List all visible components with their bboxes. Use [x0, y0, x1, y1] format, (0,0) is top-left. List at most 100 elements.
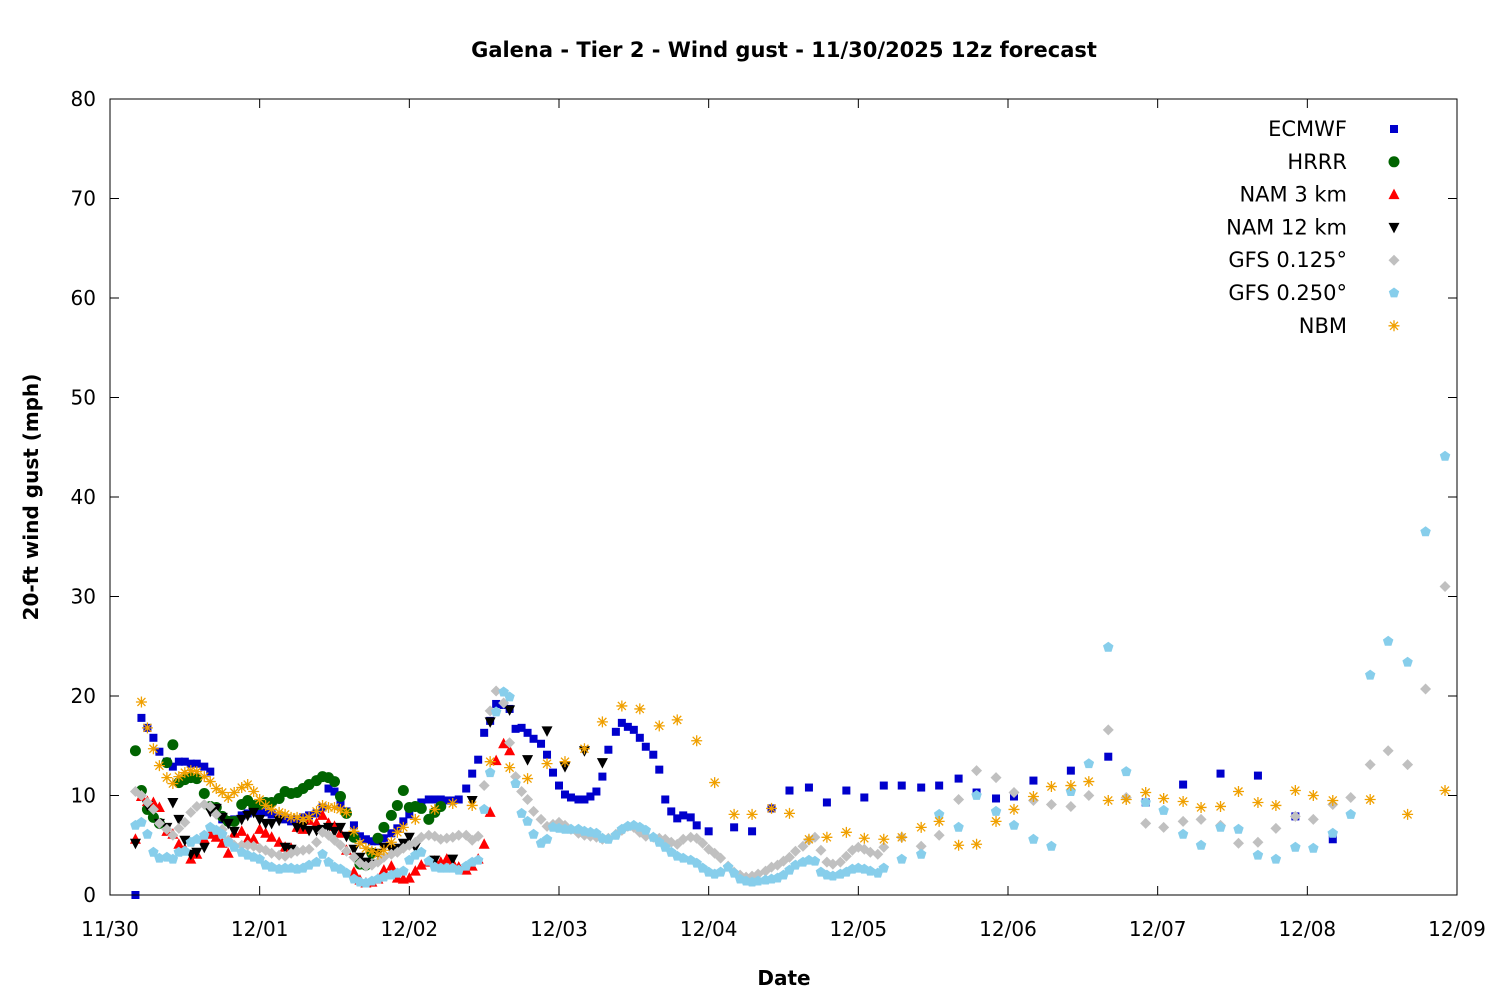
data-point	[198, 788, 210, 800]
data-point	[1195, 839, 1207, 850]
data-point	[340, 806, 352, 818]
y-tick-label: 0	[83, 883, 96, 907]
data-point	[372, 848, 384, 860]
data-point	[611, 727, 620, 736]
data-point	[423, 855, 434, 866]
y-axis-title: 20-ft wind gust (mph)	[19, 374, 43, 621]
data-point	[517, 723, 526, 732]
data-point	[303, 859, 315, 870]
data-point	[167, 739, 179, 751]
data-point	[441, 853, 453, 864]
data-point	[403, 872, 415, 883]
data-point	[504, 691, 515, 702]
data-point	[142, 828, 153, 839]
legend-marker	[1388, 287, 1400, 298]
data-point	[629, 725, 638, 734]
data-point	[574, 795, 583, 804]
data-point	[834, 856, 846, 868]
data-point	[348, 866, 360, 877]
data-point	[635, 733, 644, 742]
data-point	[915, 840, 927, 852]
data-point	[329, 826, 340, 838]
y-tick-label: 70	[71, 187, 96, 211]
data-point	[1195, 813, 1207, 825]
legend-label: NAM 12 km	[1226, 215, 1347, 239]
legend-label: HRRR	[1287, 150, 1347, 174]
data-point	[436, 795, 445, 804]
data-point	[878, 833, 890, 845]
data-point	[409, 813, 421, 825]
legend-marker	[1388, 156, 1400, 168]
data-point	[405, 810, 414, 819]
data-point	[1252, 849, 1264, 860]
data-point	[1439, 450, 1451, 461]
data-point	[516, 786, 528, 798]
data-point	[334, 839, 346, 851]
data-point	[198, 842, 210, 854]
data-point	[141, 796, 153, 808]
data-point	[492, 699, 501, 708]
data-point	[596, 716, 608, 728]
data-point	[529, 734, 538, 743]
data-point	[462, 784, 471, 793]
y-tick-label: 80	[71, 87, 96, 111]
data-point	[147, 803, 159, 815]
data-point	[1179, 780, 1188, 789]
data-point	[1140, 817, 1152, 829]
data-point	[466, 799, 478, 811]
data-point	[1028, 833, 1039, 844]
data-point	[860, 793, 869, 802]
data-point	[671, 714, 683, 726]
data-point	[480, 728, 489, 737]
data-point	[752, 875, 764, 886]
data-point	[953, 839, 965, 851]
data-point	[348, 825, 360, 837]
data-point	[385, 860, 397, 871]
data-point	[897, 781, 906, 790]
data-point	[586, 792, 595, 801]
data-point	[1177, 815, 1189, 827]
data-point	[161, 823, 173, 835]
data-point	[728, 808, 740, 820]
data-point	[1364, 759, 1376, 771]
data-point	[1439, 785, 1451, 797]
data-point	[1307, 813, 1319, 825]
data-point	[478, 780, 490, 792]
data-point	[135, 696, 147, 708]
data-point	[598, 772, 607, 781]
data-point	[129, 838, 141, 850]
data-point	[334, 803, 346, 815]
y-tick-label: 10	[71, 784, 96, 808]
data-point	[603, 833, 614, 844]
data-point	[1420, 683, 1432, 695]
data-point	[478, 838, 490, 849]
data-point	[204, 800, 216, 812]
data-point	[709, 777, 721, 789]
data-point	[1289, 785, 1301, 797]
data-point	[655, 765, 664, 774]
data-point	[653, 720, 665, 732]
data-point	[1233, 823, 1244, 834]
data-point	[522, 793, 534, 805]
x-tick-label: 11/30	[81, 917, 139, 941]
data-point	[783, 807, 795, 819]
data-point	[397, 821, 409, 833]
data-point	[954, 774, 963, 783]
data-point	[379, 834, 388, 843]
data-point	[916, 848, 927, 859]
data-point	[498, 737, 510, 749]
data-point	[1120, 793, 1132, 805]
data-point	[266, 831, 278, 842]
data-point	[468, 769, 477, 778]
y-tick-label: 60	[71, 286, 96, 310]
data-point	[424, 795, 433, 804]
data-point	[168, 762, 177, 771]
data-point	[1345, 791, 1357, 803]
data-point	[1008, 819, 1020, 830]
data-point	[154, 852, 165, 863]
data-point	[484, 756, 496, 768]
data-point	[180, 757, 189, 766]
data-point	[409, 865, 421, 876]
data-point	[933, 829, 945, 841]
data-point	[715, 852, 727, 864]
